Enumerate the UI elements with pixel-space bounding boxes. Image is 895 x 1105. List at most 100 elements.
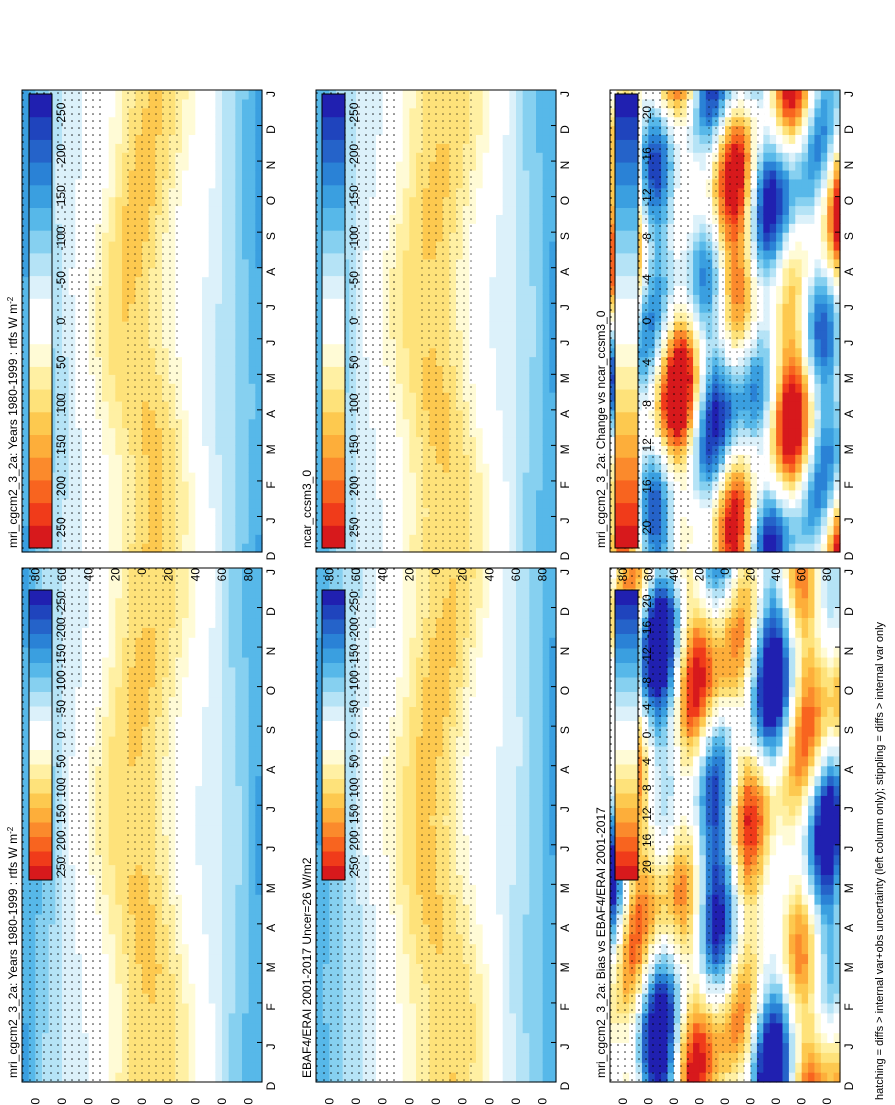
heatmap-cell: [182, 436, 190, 446]
heatmap-cell: [228, 834, 236, 846]
heatmap-cell: [248, 294, 256, 304]
heatmap-cell: [195, 1052, 203, 1063]
heatmap-cell: [115, 472, 123, 482]
heatmap-cell: [255, 480, 263, 491]
heatmap-cell: [228, 755, 236, 767]
heatmap-cell: [182, 854, 190, 866]
heatmap-cell: [182, 169, 190, 180]
heatmap-cell: [202, 107, 210, 118]
heatmap-cell: [115, 383, 123, 393]
heatmap-cell: [409, 1002, 417, 1014]
heatmap-cell: [222, 913, 230, 925]
colorbar-swatch: [29, 252, 52, 277]
heatmap-cell: [222, 1062, 230, 1073]
heatmap-cell: [215, 347, 223, 358]
heatmap-cell: [235, 825, 243, 836]
heatmap-cell: [208, 445, 216, 455]
heatmap-cell: [228, 726, 236, 737]
heatmap-cell: [248, 854, 256, 866]
heatmap-cell: [215, 1032, 223, 1044]
heatmap-cell: [202, 825, 210, 836]
heatmap-cell: [195, 983, 203, 994]
colorbar-swatch: [29, 230, 52, 254]
heatmap-cell: [202, 374, 210, 384]
heatmap-cell: [115, 597, 123, 609]
heatmap-cell: [215, 805, 223, 816]
heatmap-cell: [402, 825, 410, 836]
heatmap-cell: [222, 1072, 230, 1083]
heatmap-cell: [208, 1042, 216, 1053]
heatmap-cell: [409, 1072, 417, 1083]
heatmap-cell: [228, 666, 236, 678]
heatmap-cell: [235, 258, 243, 269]
heatmap-cell: [255, 1052, 263, 1063]
heatmap-cell: [215, 647, 223, 658]
heatmap-cell: [248, 232, 256, 242]
heatmap-cell: [248, 338, 256, 349]
heatmap-cell: [222, 617, 230, 628]
heatmap-cell: [255, 1042, 263, 1053]
heatmap-cell: [222, 825, 230, 836]
heatmap-cell: [255, 303, 263, 313]
heatmap-cell: [248, 637, 256, 648]
heatmap-cell: [108, 400, 116, 411]
heatmap-cell: [242, 543, 250, 553]
heatmap-cell: [222, 973, 230, 984]
heatmap-cell: [255, 534, 263, 544]
month-tick-label: D: [264, 551, 278, 560]
heatmap-cell: [242, 726, 250, 737]
heatmap-cell: [409, 933, 417, 945]
heatmap-cell: [202, 534, 210, 544]
heatmap-cell: [228, 637, 236, 648]
heatmap-cell: [182, 1072, 190, 1083]
heatmap-cell: [108, 267, 116, 278]
month-tick-label: F: [264, 481, 278, 488]
colorbar-swatch: [29, 162, 52, 186]
lat-tick-label: 20: [162, 568, 176, 582]
heatmap-cell: [182, 913, 190, 925]
heatmap-cell: [255, 258, 263, 269]
heatmap-cell: [242, 276, 250, 287]
heatmap-cell: [228, 765, 236, 777]
heatmap-cell: [115, 785, 123, 796]
heatmap-cell: [202, 125, 210, 136]
heatmap-cell: [202, 607, 210, 619]
heatmap-cell: [409, 913, 417, 925]
heatmap-cell: [188, 116, 196, 127]
heatmap-cell: [208, 963, 216, 974]
heatmap-cell: [215, 329, 223, 340]
heatmap-cell: [248, 785, 256, 796]
heatmap-cell: [202, 913, 210, 925]
heatmap-cell: [195, 312, 203, 322]
colorbar-tick-label: -100: [54, 670, 68, 694]
heatmap-cell: [409, 1062, 417, 1073]
heatmap-cell: [182, 1002, 190, 1014]
heatmap-cell: [402, 1052, 410, 1063]
heatmap-cell: [202, 1072, 210, 1083]
heatmap-cell: [248, 825, 256, 836]
heatmap-cell: [215, 178, 223, 189]
heatmap-cell: [235, 666, 243, 678]
heatmap-cell: [242, 656, 250, 668]
heatmap-cell: [228, 312, 236, 322]
heatmap-cell: [195, 775, 203, 787]
heatmap-cell: [115, 637, 123, 648]
heatmap-cell: [202, 525, 210, 535]
heatmap-cell: [255, 943, 263, 955]
heatmap-cell: [242, 637, 250, 648]
heatmap-cell: [222, 943, 230, 955]
heatmap-cell: [208, 736, 216, 747]
heatmap-cell: [409, 1042, 417, 1053]
heatmap-cell: [188, 637, 196, 648]
heatmap-cell: [202, 223, 210, 233]
heatmap-cell: [215, 534, 223, 544]
heatmap-cell: [115, 1012, 123, 1024]
colorbar-swatch: [29, 479, 52, 504]
heatmap-cell: [108, 454, 116, 464]
heatmap-cell: [248, 627, 256, 638]
heatmap-cell: [248, 913, 256, 925]
heatmap-cell: [195, 844, 203, 856]
heatmap-cell: [242, 525, 250, 535]
heatmap-cell: [255, 726, 263, 737]
heatmap-cell: [255, 90, 263, 100]
